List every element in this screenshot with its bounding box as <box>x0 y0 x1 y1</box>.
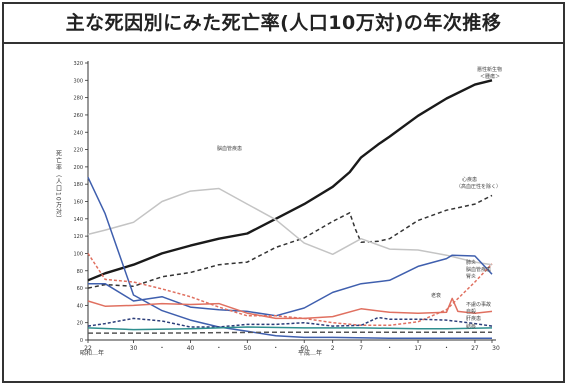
y-tick-label: 280 <box>73 96 83 102</box>
y-tick-label: 80 <box>77 269 83 275</box>
x-tick-label: 60 <box>300 345 308 352</box>
y-tick-label: 40 <box>77 303 83 309</box>
series-line <box>88 331 492 334</box>
x-tick-label: 17 <box>414 345 422 352</box>
y-tick-label: 260 <box>73 113 83 119</box>
x-tick-label: 22 <box>84 345 92 352</box>
y-tick-label: 60 <box>77 286 83 292</box>
chart-annotations: 悪性新生物＜腫瘍＞心疾患（高血圧性を除く）脳血管疾患老衰肺炎脳血管疾患腎炎不慮の… <box>217 66 502 330</box>
y-tick-label: 300 <box>73 78 83 84</box>
x-minor-dot: ・ <box>443 345 449 352</box>
series-annotation: 腎炎 <box>466 273 476 280</box>
series-line <box>87 187 493 266</box>
era-label-heisei: 平成…年 <box>298 349 322 357</box>
era-label-showa: 昭和…年 <box>80 349 104 357</box>
title-divider <box>4 42 563 44</box>
x-tick-label: 7 <box>359 345 363 352</box>
y-tick-label: 200 <box>73 165 83 171</box>
series-annotation: 悪性新生物 <box>477 66 502 73</box>
series-line <box>87 297 493 320</box>
x-tick-label: 27 <box>471 345 479 352</box>
x-minor-dot: ・ <box>387 345 393 352</box>
x-minor-dot: ・ <box>159 345 165 352</box>
chart-series <box>87 79 493 340</box>
series-annotation: 結核 <box>466 323 476 330</box>
x-tick-label: 30 <box>130 345 138 352</box>
series-line <box>87 316 493 328</box>
x-tick-label: 40 <box>187 345 195 352</box>
y-tick-label: 0 <box>80 338 83 344</box>
series-annotation: 脳血管疾患 <box>217 145 242 152</box>
chart-axes: 0204060801001201401601802002202402602803… <box>55 61 500 357</box>
series-annotation: 脳血管疾患 <box>466 266 491 273</box>
y-tick-label: 120 <box>73 234 83 240</box>
series-annotation: 肝疾患 <box>466 315 481 322</box>
series-annotation: 心疾患 <box>462 176 477 183</box>
series-line <box>87 252 493 327</box>
x-tick-label: 50 <box>244 345 252 352</box>
series-annotation: 不慮の事故 <box>466 301 491 308</box>
x-tick-label: 30 <box>492 345 500 352</box>
chart-title: 主な死因別にみた死亡率(人口10万対)の年次推移 <box>65 12 502 34</box>
y-tick-label: 220 <box>73 148 83 154</box>
series-annotation: （高血圧性を除く） <box>456 183 501 190</box>
series-annotation: ＜腫瘍＞ <box>480 73 500 80</box>
y-tick-label: 140 <box>73 217 83 223</box>
series-annotation: 自殺 <box>466 308 476 315</box>
y-axis-label: 死亡率（人口10万対） <box>55 150 62 223</box>
series-line <box>88 254 493 317</box>
series-line <box>87 176 492 340</box>
y-tick-label: 320 <box>73 61 83 67</box>
series-line <box>87 326 493 331</box>
x-minor-dot: ・ <box>273 345 279 352</box>
x-tick-label: 2 <box>331 345 335 352</box>
y-tick-label: 100 <box>73 251 83 257</box>
y-tick-label: 180 <box>73 182 83 188</box>
x-minor-dot: ・ <box>216 345 222 352</box>
series-annotation: 肺炎 <box>466 260 476 266</box>
y-tick-label: 20 <box>77 321 83 327</box>
y-tick-label: 240 <box>73 130 83 136</box>
series-line <box>87 79 493 282</box>
y-tick-label: 160 <box>73 200 83 206</box>
series-annotation: 老衰 <box>431 292 441 299</box>
series-line <box>87 194 493 289</box>
